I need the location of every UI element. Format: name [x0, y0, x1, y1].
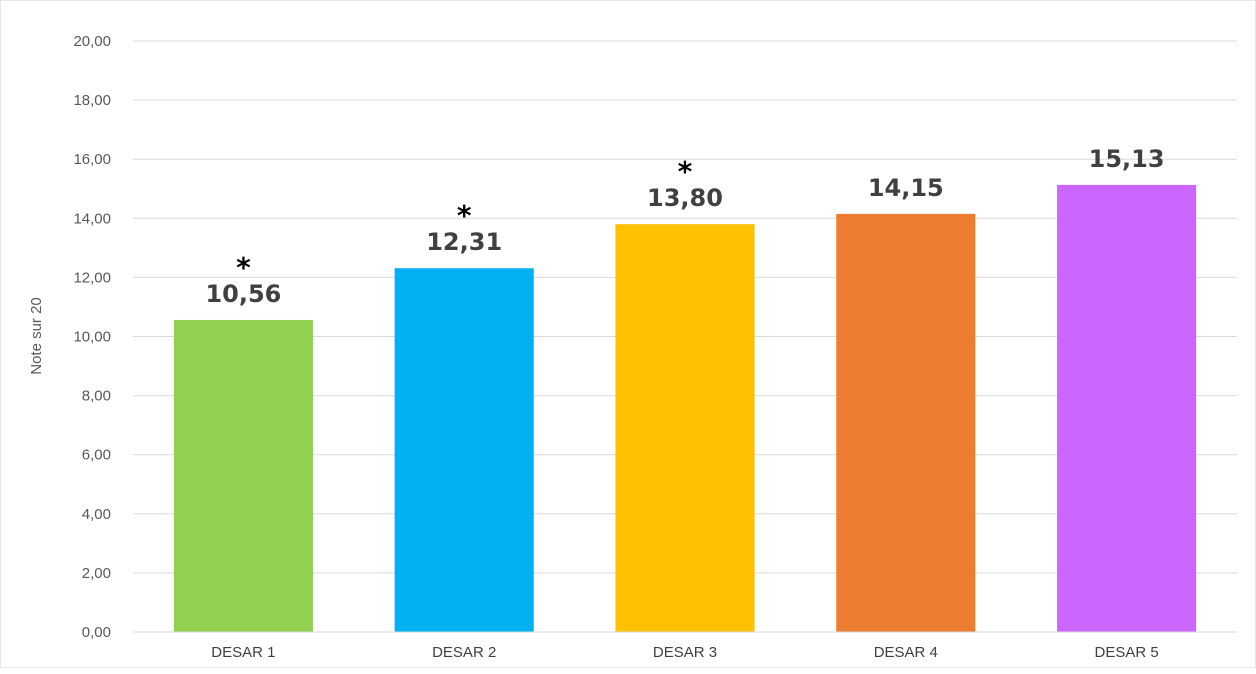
bars: [173, 184, 1197, 632]
y-axis-label: Note sur 20: [28, 297, 45, 375]
x-axis-categories: DESAR 1 DESAR 2 DESAR 3 DESAR 4 DESAR 5: [211, 644, 1158, 661]
bar: [394, 268, 534, 632]
x-tick-label: DESAR 5: [1094, 644, 1158, 661]
y-tick-label: 6,00: [82, 447, 111, 464]
data-labels: 10,56 12,31 13,80 14,15 15,13: [205, 145, 1164, 308]
y-tick-label: 12,00: [73, 269, 111, 286]
y-axis-ticks: 0,00 2,00 4,00 6,00 8,00 10,00 12,00 14,00 16,00…: [73, 33, 111, 641]
y-tick-label: 10,00: [73, 329, 111, 346]
x-tick-label: DESAR 4: [874, 644, 938, 661]
y-tick-label: 18,00: [73, 92, 111, 109]
data-label: 13,80: [647, 184, 723, 212]
significance-annotations: * * *: [236, 155, 693, 284]
x-tick-label: DESAR 3: [653, 644, 717, 661]
significance-star: *: [678, 155, 693, 188]
y-tick-label: 16,00: [73, 151, 111, 168]
data-label: 12,31: [426, 228, 502, 256]
bar: [173, 319, 313, 632]
data-label: 15,13: [1089, 145, 1165, 173]
significance-star: *: [236, 251, 251, 284]
data-label: 14,15: [868, 174, 944, 202]
x-tick-label: DESAR 2: [432, 644, 496, 661]
data-label: 10,56: [205, 280, 281, 308]
y-tick-label: 14,00: [73, 210, 111, 227]
y-tick-label: 8,00: [82, 388, 111, 405]
y-tick-label: 0,00: [82, 624, 111, 641]
bar: [836, 213, 976, 632]
significance-star: *: [457, 199, 472, 232]
y-tick-label: 4,00: [82, 506, 111, 523]
x-tick-label: DESAR 1: [211, 644, 275, 661]
bar: [1057, 184, 1197, 632]
y-tick-label: 20,00: [73, 33, 111, 50]
y-tick-label: 2,00: [82, 565, 111, 582]
bar: [615, 224, 755, 632]
